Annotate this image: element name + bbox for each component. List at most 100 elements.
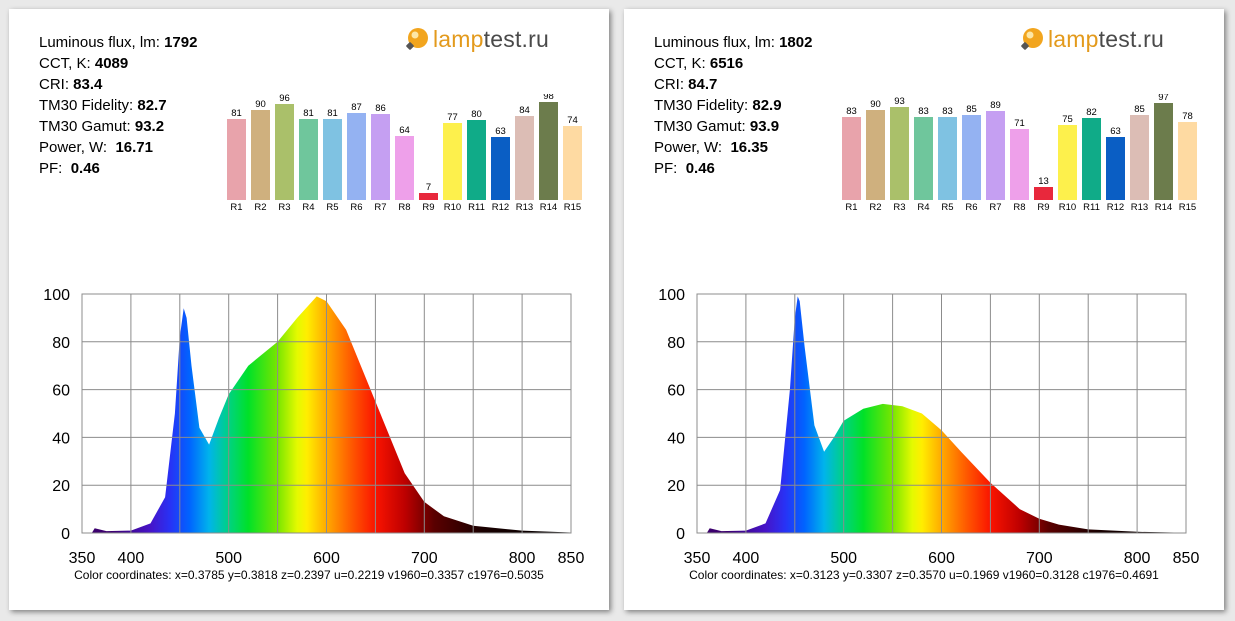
cri-bar-r12 [491,137,510,200]
y-tick-label: 20 [667,478,685,495]
cri-bar-r4 [914,117,933,200]
tm30-gamut-label: TM30 Gamut: [654,118,746,135]
tm30-gamut-value: 93.2 [134,118,165,135]
cri-bar-r10 [443,123,462,200]
cri-value-label: 63 [1110,126,1121,137]
bulb-icon [1021,28,1043,50]
cri-bar-r11 [467,120,486,200]
spectrum-area [697,296,1186,533]
cri-value-label: 87 [351,102,362,113]
cri-value-label: 83 [918,106,929,117]
x-tick-label: 800 [509,550,536,567]
tm30-fidelity-label: TM30 Fidelity: [654,97,749,114]
cri-category-label: R6 [965,202,977,213]
cri-category-label: R9 [422,202,434,213]
cri-bar-chart: 81 R1 90 R2 96 R3 81 R4 81 R5 87 R6 86 R7 64 R8 7 R9 77 R10… [227,94,582,213]
cri-bar-r3 [890,107,909,200]
spectrum-card-right: Luminous flux, lm: 1802 CCT, K: 6516 CRI… [624,9,1224,610]
y-tick-label: 0 [676,526,685,543]
cri-category-label: R3 [893,202,905,213]
cri-value-label: 83 [846,106,857,117]
bulb-icon [406,28,428,50]
cri-value-label: 86 [375,103,386,114]
x-tick-label: 350 [684,550,711,567]
logo-text: lamptest.ru [1048,26,1164,53]
flux-value: 1792 [164,34,198,51]
cri-value-label: 85 [1134,104,1145,115]
cri-value: 84.7 [688,76,718,93]
cri-bar-r2 [251,110,270,200]
x-tick-label: 800 [1124,550,1151,567]
x-tick-label: 700 [1026,550,1053,567]
y-tick-label: 100 [43,287,70,304]
logo-suffix: test.ru [483,25,549,52]
cri-category-label: R7 [374,202,386,213]
color-coordinates: Color coordinates: x=0.3785 y=0.3818 z=0… [74,568,544,582]
cri-bar-r6 [347,113,366,200]
x-tick-label: 500 [830,550,857,567]
cri-bar-r9 [1034,187,1053,200]
cri-bar-r2 [866,110,885,200]
cri-bar-r5 [323,119,342,200]
cri-category-label: R12 [1107,202,1124,213]
cri-category-label: R15 [564,202,581,213]
cri-category-label: R15 [1179,202,1196,213]
tm30-gamut-value: 93.9 [749,118,780,135]
cct-label: CCT, K: [654,55,706,72]
cri-value-label: 75 [1062,114,1073,125]
cri-bar-r1 [842,117,861,200]
logo-suffix: test.ru [1098,25,1164,52]
y-tick-label: 20 [52,478,70,495]
cri-category-label: R11 [1083,202,1100,213]
cri-category-label: R14 [1155,202,1172,213]
lamptest-logo: lamptest.ru [405,24,549,54]
cri-bar-r3 [275,104,294,200]
x-tick-label: 400 [733,550,760,567]
cri-value-label: 90 [870,99,881,110]
pf-value: 0.46 [70,160,100,177]
cri-category-label: R4 [917,202,929,213]
pf-label: PF: [39,160,63,177]
flux-label: Luminous flux, lm: [39,34,160,51]
cri-value-label: 84 [519,105,530,116]
cri-bar-r13 [515,116,534,200]
cri-category-label: R6 [350,202,362,213]
cri-bar-r13 [1130,115,1149,200]
cri-value-label: 81 [327,108,338,119]
power-label: Power, W: [654,139,723,156]
cri-label: CRI: [39,76,69,93]
cri-category-label: R13 [1131,202,1148,213]
cri-bar-chart: 83 R1 90 R2 93 R3 83 R4 83 R5 85 R6 89 R7 71 R8 13 R9 75 R1… [842,94,1197,213]
cri-value-label: 93 [894,96,905,107]
cri-bar-r5 [938,117,957,200]
cri-bar-r4 [299,119,318,200]
cri-category-label: R1 [845,202,857,213]
plot-frame [81,293,572,534]
cri-bar-r8 [395,136,414,200]
tm30-fidelity-value: 82.9 [752,97,782,114]
cri-value-label: 83 [942,106,953,117]
cri-label: CRI: [654,76,684,93]
cri-category-label: R1 [230,202,242,213]
spectrum-chart: 0 20 40 60 80 100 350 400 500 600 700 800 850 [43,287,584,567]
flux-label: Luminous flux, lm: [654,34,775,51]
y-tick-label: 0 [61,526,70,543]
cri-value-label: 63 [495,126,506,137]
plot-frame [696,293,1187,534]
tm30-fidelity-label: TM30 Fidelity: [39,97,134,114]
x-tick-label: 350 [69,550,96,567]
pf-label: PF: [654,160,678,177]
spectrum-chart: 0 20 40 60 80 100 350 400 500 600 700 800 850 [658,287,1199,567]
cri-category-label: R2 [869,202,881,213]
lamptest-logo: lamptest.ru [1020,24,1164,54]
cri-category-label: R8 [1013,202,1025,213]
cri-bar-r10 [1058,125,1077,200]
cri-value-label: 7 [426,182,431,193]
measurements-panel: Luminous flux, lm: 1802 CCT, K: 6516 CRI… [654,32,812,179]
cri-value-label: 74 [567,115,578,126]
measurements-panel: Luminous flux, lm: 1792 CCT, K: 4089 CRI… [39,32,197,179]
logo-text: lamptest.ru [433,26,549,53]
cri-bar-r7 [986,111,1005,200]
cri-category-label: R3 [278,202,290,213]
cri-category-label: R2 [254,202,266,213]
